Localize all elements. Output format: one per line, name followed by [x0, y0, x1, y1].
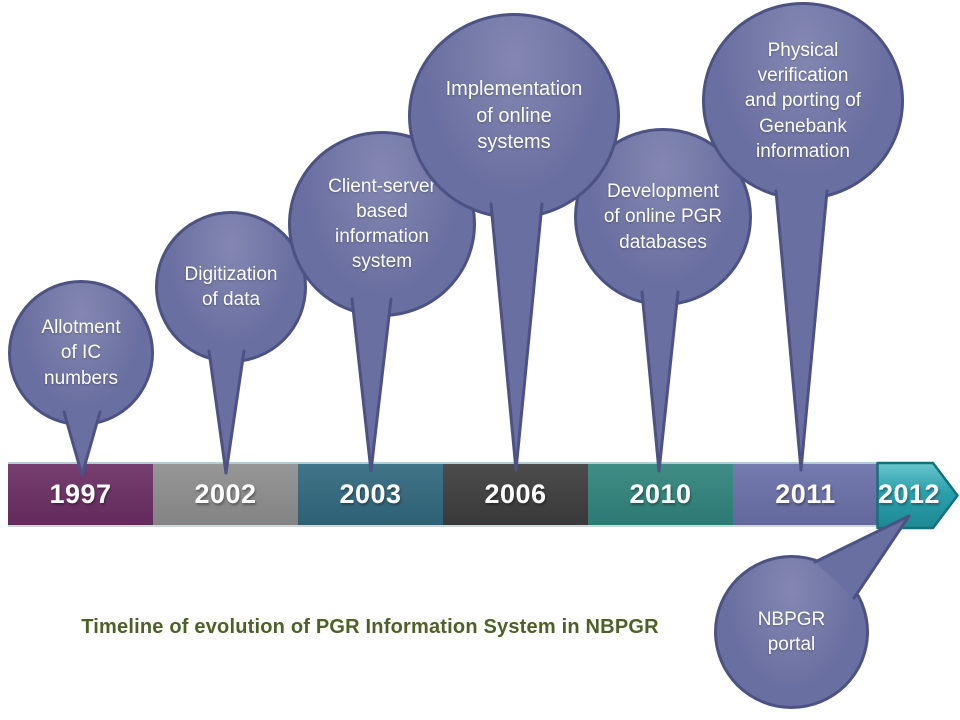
balloon-client-server-system: Client-server based information system: [288, 131, 476, 317]
year-label-1997: 1997: [49, 479, 112, 509]
diagram-caption: Timeline of evolution of PGR Information…: [81, 616, 659, 638]
timeline-segment-1997: 1997: [8, 464, 153, 525]
balloon-digitization-of-data: Digitization of data: [155, 211, 307, 363]
year-label-2006: 2006: [484, 479, 547, 509]
balloon-tail-2003: [350, 297, 393, 473]
year-label-2002: 2002: [194, 479, 257, 509]
balloon-implementation-online-systems: Implementation of online systems: [408, 13, 620, 219]
balloon-tail-2006: [489, 202, 544, 472]
balloon-text: Digitization of data: [184, 263, 278, 310]
balloon-tail-2010: [640, 290, 680, 473]
balloon-tail-2002: [207, 349, 246, 475]
balloon-tail-2011: [774, 189, 829, 472]
timeline-segment-2010: 2010: [588, 464, 733, 525]
timeline-segment-2002: 2002: [153, 464, 298, 525]
balloon-physical-verification-genebank: Physical verification and porting of Gen…: [702, 2, 904, 200]
balloon-text: NBPGR portal: [757, 608, 826, 655]
timeline-segment-2003: 2003: [298, 464, 443, 525]
year-label-2011: 2011: [775, 479, 836, 509]
timeline-bar: 1997 2002 2003 2006 2010 2011: [8, 462, 878, 527]
timeline-segment-2011: 2011: [733, 464, 878, 525]
balloon-text: Allotment of IC numbers: [41, 317, 121, 389]
timeline-arrow-2012: 2012: [876, 461, 960, 530]
year-label-2012: 2012: [877, 479, 941, 509]
balloon-text: Client-server based information system: [328, 175, 436, 273]
balloon-text: Physical verification and porting of Gen…: [744, 40, 862, 162]
timeline-segment-2006: 2006: [443, 464, 588, 525]
balloon-text: Development of online PGR databases: [603, 181, 723, 253]
year-label-2010: 2010: [629, 479, 692, 509]
balloon-nbpgr-portal: NBPGR portal: [714, 555, 869, 709]
balloon-text: Implementation of online systems: [445, 78, 583, 154]
year-label-2003: 2003: [339, 479, 402, 509]
balloon-allotment-of-ic-numbers: Allotment of IC numbers: [8, 280, 154, 426]
